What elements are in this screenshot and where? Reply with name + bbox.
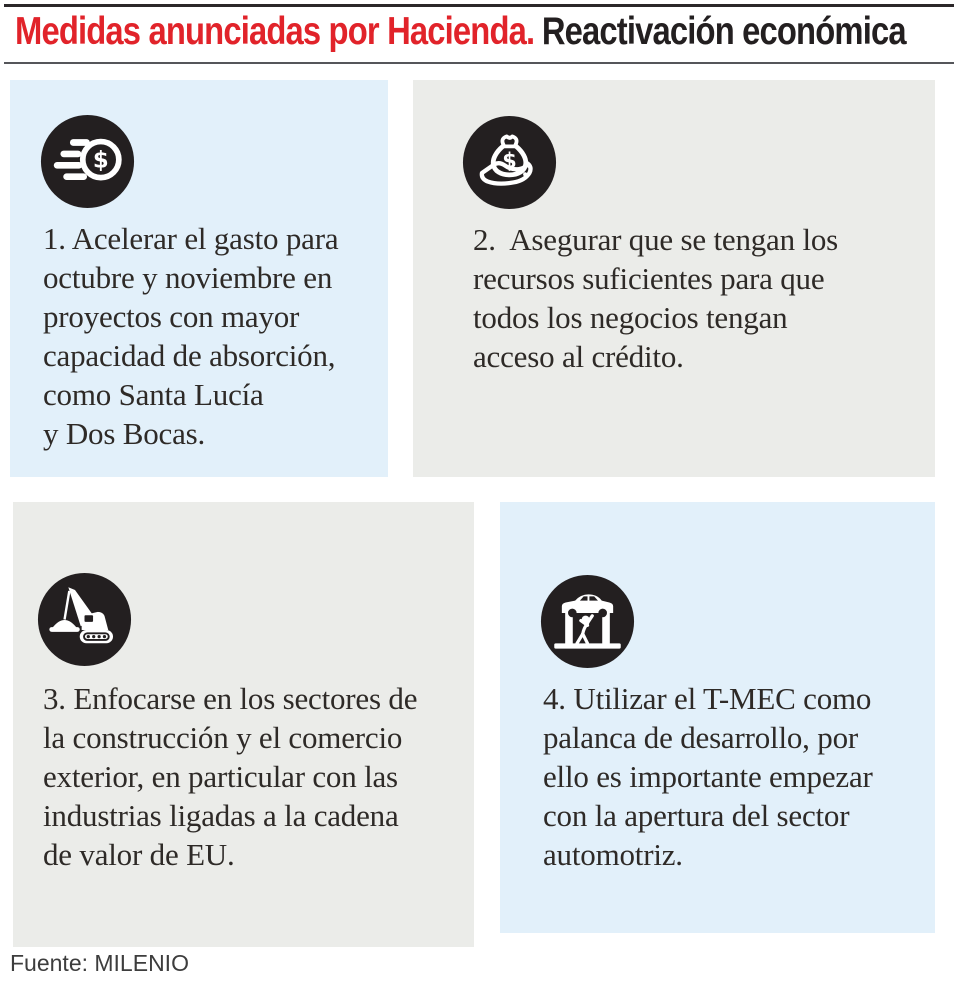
svg-text:$: $ bbox=[93, 148, 109, 174]
top-rule bbox=[4, 4, 954, 7]
headline-rule bbox=[4, 62, 954, 64]
hand-money-bag-icon: $ bbox=[462, 115, 557, 210]
card-2-text: 2. Asegurar que se tengan los recursos s… bbox=[473, 222, 839, 374]
card-4-text: 4. Utilizar el T-MEC como palanca de des… bbox=[543, 681, 873, 872]
card-3-text: 3. Enfocarse en los sectores de la const… bbox=[43, 681, 418, 872]
card-measure-3: 3. Enfocarse en los sectores de la const… bbox=[13, 502, 474, 947]
card-measure-4: 4. Utilizar el T-MEC como palanca de des… bbox=[500, 502, 935, 933]
speeding-coin-icon: $ bbox=[40, 114, 135, 209]
crane-icon bbox=[37, 572, 132, 667]
car-lift-icon bbox=[540, 574, 635, 669]
card-measure-1: $ 1. Acelerar el gasto para octubre y no… bbox=[10, 80, 388, 477]
headline-kicker: Medidas anunciadas por Hacienda. bbox=[15, 10, 535, 53]
card-1-text: 1. Acelerar el gasto para octubre y novi… bbox=[43, 221, 339, 451]
headline: Medidas anunciadas por Hacienda. Reactiva… bbox=[15, 8, 907, 56]
svg-text:$: $ bbox=[502, 149, 517, 173]
card-measure-2: $ 2. Asegurar que se tengan los recursos… bbox=[413, 80, 935, 477]
headline-title: Reactivación económica bbox=[541, 10, 907, 53]
source-line: Fuente: MILENIO bbox=[10, 950, 189, 976]
